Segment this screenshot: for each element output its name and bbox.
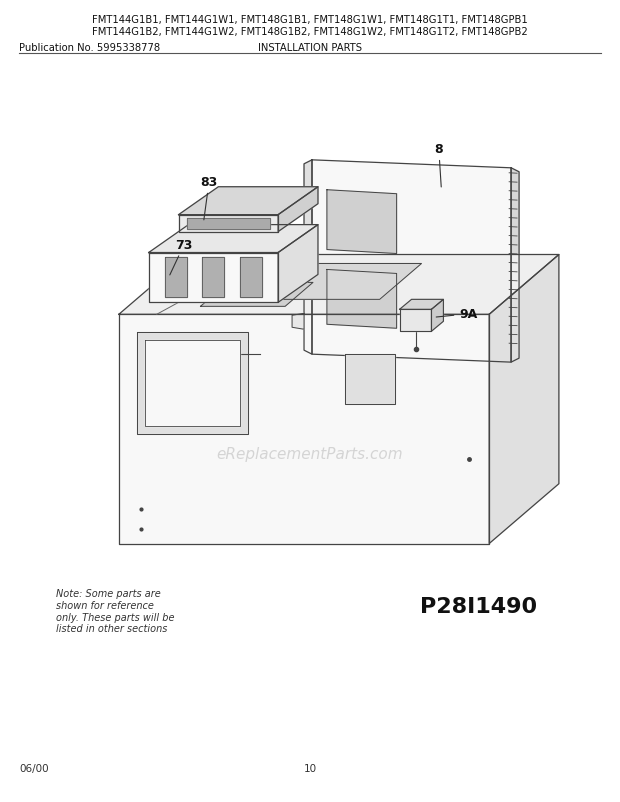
Polygon shape	[292, 254, 304, 270]
Text: Note: Some parts are
shown for reference
only. These parts will be
listed in oth: Note: Some parts are shown for reference…	[56, 589, 175, 634]
Polygon shape	[400, 310, 432, 332]
Polygon shape	[312, 160, 511, 363]
Polygon shape	[278, 225, 318, 303]
Polygon shape	[187, 218, 270, 229]
Polygon shape	[292, 314, 304, 330]
Polygon shape	[278, 188, 318, 233]
Polygon shape	[304, 160, 312, 354]
Polygon shape	[179, 216, 278, 233]
Polygon shape	[327, 191, 397, 254]
Polygon shape	[137, 333, 248, 435]
Polygon shape	[511, 168, 519, 363]
Polygon shape	[119, 255, 559, 315]
Text: FMT144G1B1, FMT144G1W1, FMT148G1B1, FMT148G1W1, FMT148G1T1, FMT148GPB1: FMT144G1B1, FMT144G1W1, FMT148G1B1, FMT1…	[92, 15, 528, 26]
Polygon shape	[203, 258, 224, 298]
Polygon shape	[179, 188, 318, 216]
Polygon shape	[165, 258, 187, 298]
Text: 83: 83	[200, 176, 218, 221]
Polygon shape	[327, 270, 397, 329]
Polygon shape	[149, 225, 318, 253]
Text: 10: 10	[303, 763, 317, 773]
Text: Publication No. 5995338778: Publication No. 5995338778	[19, 43, 161, 53]
Polygon shape	[149, 253, 278, 303]
Text: 9A: 9A	[436, 308, 477, 321]
Polygon shape	[400, 300, 443, 310]
Text: FMT144G1B2, FMT144G1W2, FMT148G1B2, FMT148G1W2, FMT148G1T2, FMT148GPB2: FMT144G1B2, FMT144G1W2, FMT148G1B2, FMT1…	[92, 27, 528, 37]
Text: P28I1490: P28I1490	[420, 597, 537, 617]
Polygon shape	[432, 300, 443, 332]
Text: 73: 73	[170, 238, 193, 276]
Polygon shape	[144, 341, 241, 427]
Polygon shape	[241, 258, 262, 298]
Text: INSTALLATION PARTS: INSTALLATION PARTS	[258, 43, 362, 53]
Polygon shape	[345, 354, 394, 404]
Polygon shape	[119, 315, 489, 544]
Polygon shape	[292, 194, 304, 210]
Polygon shape	[236, 264, 422, 300]
Text: 06/00: 06/00	[19, 763, 49, 773]
Polygon shape	[200, 283, 313, 307]
Text: eReplacementParts.com: eReplacementParts.com	[216, 447, 404, 462]
Text: 8: 8	[435, 143, 443, 188]
Polygon shape	[489, 255, 559, 544]
